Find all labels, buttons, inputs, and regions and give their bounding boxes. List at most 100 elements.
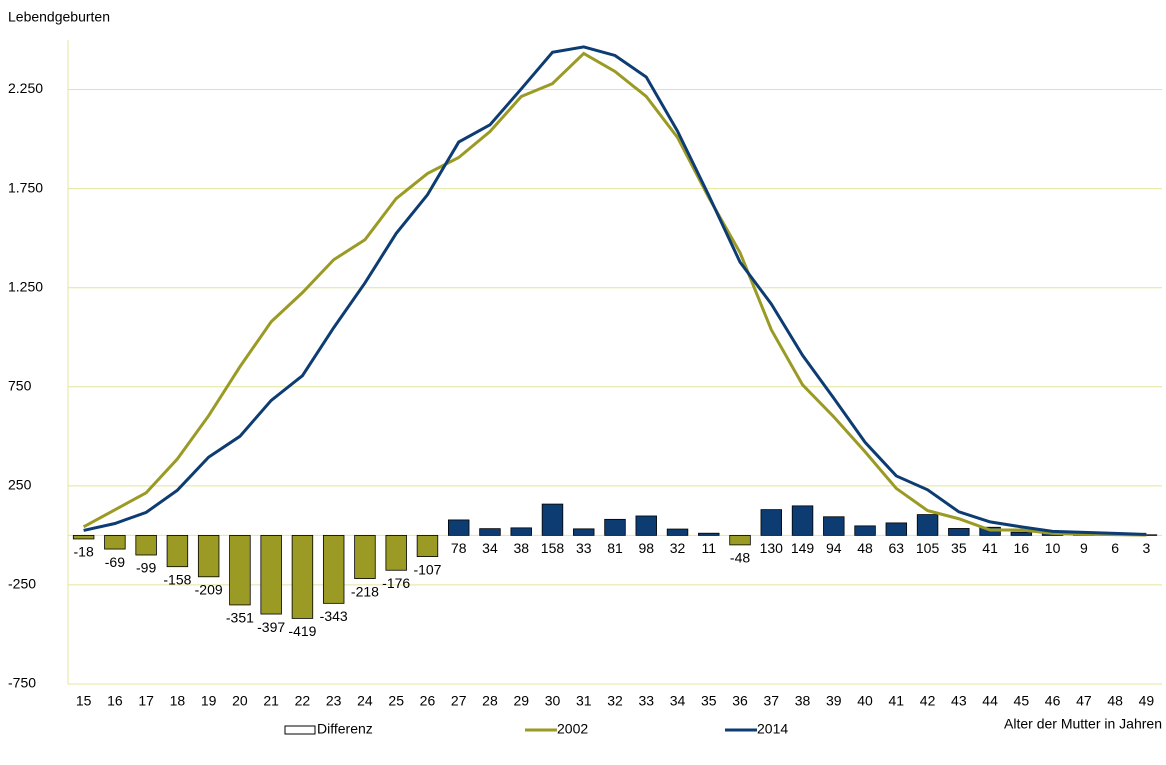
data-label: 11: [701, 540, 716, 556]
data-label: -397: [257, 619, 285, 635]
data-label: 32: [670, 540, 686, 556]
bar: [322, 534, 345, 604]
bar: [72, 534, 95, 540]
y-tick-label: 1.750: [8, 179, 43, 195]
data-label: 149: [791, 540, 815, 556]
data-label: 16: [1014, 540, 1030, 556]
data-label: 130: [760, 540, 784, 556]
x-tick-label: 47: [1076, 693, 1092, 709]
bar: [854, 525, 876, 536]
bar: [260, 534, 282, 615]
x-tick-label: 21: [263, 693, 279, 709]
x-tick-label: 22: [295, 693, 311, 709]
x-tick-label: 41: [889, 693, 905, 709]
data-label: -99: [136, 560, 156, 576]
data-label: 41: [982, 540, 998, 556]
data-label: 34: [482, 540, 498, 556]
x-tick-label: 27: [451, 693, 467, 709]
x-tick-label: 18: [170, 693, 186, 709]
bar: [166, 534, 189, 568]
x-tick-label: 43: [951, 693, 967, 709]
data-label: 158: [541, 540, 565, 556]
y-axis-title: Lebendgeburten: [8, 9, 110, 25]
bar: [604, 518, 626, 536]
bar: [760, 509, 783, 536]
data-label: -343: [320, 608, 348, 624]
data-label: -48: [730, 550, 750, 566]
bar: [479, 528, 501, 536]
y-tick-label: 2.250: [8, 80, 43, 96]
x-tick-label: 37: [763, 693, 779, 709]
bar: [447, 519, 470, 536]
data-label: -209: [195, 582, 223, 598]
bar: [197, 534, 220, 578]
x-tick-label: 29: [513, 693, 529, 709]
bar: [916, 514, 939, 536]
bar: [416, 534, 439, 557]
bar: [135, 534, 157, 556]
bar: [385, 534, 407, 571]
data-label: 78: [451, 540, 467, 556]
legend-label: 2014: [757, 721, 788, 737]
x-tick-label: 42: [920, 693, 936, 709]
data-label: -176: [382, 575, 410, 591]
legend-label: Differenz: [317, 721, 373, 737]
x-tick-label: 45: [1014, 693, 1030, 709]
bar: [885, 522, 908, 536]
data-label: 81: [607, 540, 623, 556]
data-label: 38: [513, 540, 529, 556]
data-label: 10: [1045, 540, 1061, 556]
x-tick-label: 15: [76, 693, 92, 709]
bar: [666, 528, 689, 536]
x-tick-label: 20: [232, 693, 248, 709]
x-tick-label: 19: [201, 693, 217, 709]
x-tick-label: 17: [138, 693, 154, 709]
x-tick-label: 39: [826, 693, 842, 709]
x-tick-label: 36: [732, 693, 748, 709]
x-tick-label: 26: [420, 693, 436, 709]
x-tick-label: 23: [326, 693, 342, 709]
data-label: 98: [638, 540, 654, 556]
bar: [823, 516, 845, 536]
x-tick-label: 28: [482, 693, 498, 709]
data-label: -351: [226, 610, 254, 626]
line: [83, 45, 1147, 536]
x-tick-label: 24: [357, 693, 373, 709]
bar: [229, 534, 251, 606]
line: [82, 51, 1147, 537]
data-label: 105: [916, 540, 940, 556]
x-tick-label: 32: [607, 693, 623, 709]
data-label: 9: [1080, 540, 1088, 556]
legend-swatch: [284, 725, 316, 735]
bar: [1010, 531, 1033, 536]
x-tick-label: 38: [795, 693, 811, 709]
x-axis-title: Alter der Mutter in Jahren: [1004, 716, 1162, 732]
data-label: -158: [163, 571, 191, 587]
bar: [791, 505, 814, 536]
data-label: 48: [857, 540, 873, 556]
legend-label: 2002: [557, 721, 588, 737]
y-tick-label: 750: [8, 377, 32, 393]
data-label: 3: [1142, 540, 1150, 556]
bar: [104, 534, 126, 550]
x-tick-label: 31: [576, 693, 592, 709]
data-label: -107: [413, 561, 441, 577]
data-label: -69: [105, 554, 125, 570]
x-tick-label: 16: [107, 693, 123, 709]
y-tick-label: 250: [8, 477, 32, 493]
data-label: 33: [576, 540, 592, 556]
x-tick-label: 46: [1045, 693, 1061, 709]
bar: [573, 528, 595, 536]
x-tick-label: 40: [857, 693, 873, 709]
data-label: -18: [74, 544, 94, 560]
y-tick-label: -250: [8, 576, 36, 592]
x-tick-label: 30: [545, 693, 561, 709]
bar: [698, 532, 720, 536]
x-tick-label: 25: [388, 693, 404, 709]
bar: [729, 534, 751, 546]
bar: [510, 527, 532, 536]
data-label: 35: [951, 540, 967, 556]
data-label: 6: [1111, 540, 1119, 556]
data-label: 63: [889, 540, 905, 556]
bar: [354, 534, 376, 579]
